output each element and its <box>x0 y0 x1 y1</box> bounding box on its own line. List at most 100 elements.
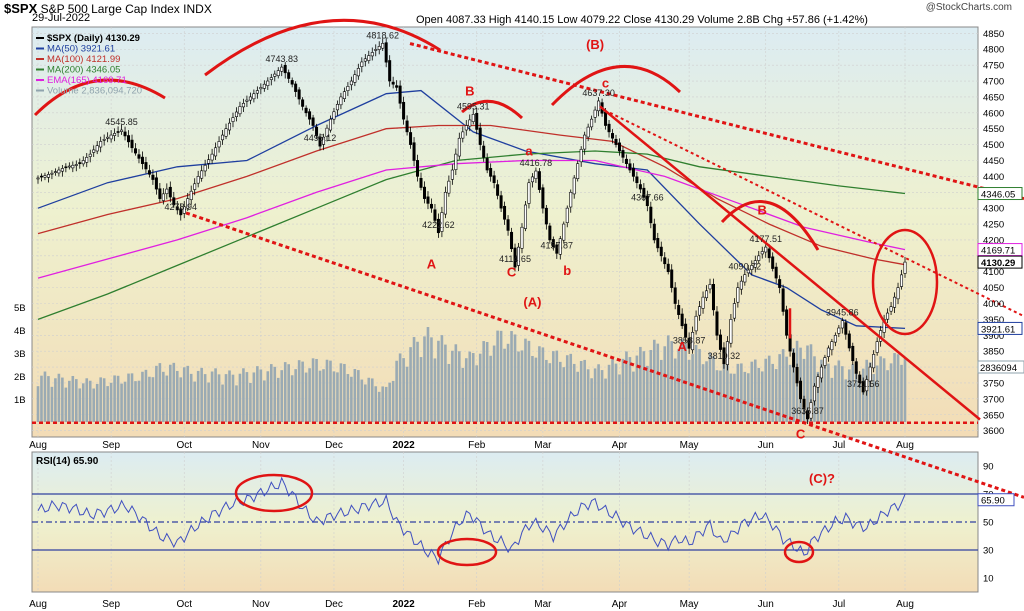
volume-bar <box>701 364 705 422</box>
candle-body <box>722 347 726 365</box>
wave-label: B <box>465 83 474 98</box>
candle-body <box>203 164 207 172</box>
volume-bar <box>217 374 221 422</box>
price-label: 3721.56 <box>847 379 880 389</box>
volume-bar <box>593 368 597 422</box>
volume-bar <box>447 363 451 422</box>
volume-bar <box>186 365 190 422</box>
volume-bar <box>625 351 628 422</box>
candle-body <box>809 402 813 419</box>
candle-body <box>774 266 778 279</box>
candle-body <box>443 191 447 215</box>
price-tick-label: 4500 <box>983 140 1004 151</box>
volume-bar <box>141 371 144 422</box>
candle-body <box>792 352 796 368</box>
price-tick-label: 4850 <box>983 29 1004 40</box>
volume-bar <box>747 373 750 422</box>
volume-bar <box>771 363 774 422</box>
upper-trendline <box>409 42 1024 201</box>
candle-body <box>760 251 764 255</box>
volume-bar <box>148 376 151 422</box>
rsi-x-tick-label: Oct <box>176 599 192 610</box>
volume-bar <box>238 373 242 422</box>
volume-bar <box>628 357 632 422</box>
candle-body <box>708 284 712 290</box>
wave-label: c <box>602 75 609 90</box>
candle-body <box>778 279 782 288</box>
volume-bar <box>235 385 238 422</box>
x-tick-label: Jul <box>832 440 845 451</box>
volume-bar <box>357 370 360 422</box>
candle-body <box>207 159 211 164</box>
candle-body <box>175 206 179 211</box>
rsi-tick-label: 90 <box>983 462 994 473</box>
arc-b-big <box>550 64 682 107</box>
price-tick-label: 4050 <box>983 283 1004 294</box>
arc-top-1 <box>33 78 166 117</box>
volume-bar <box>99 377 102 422</box>
candle-body <box>687 337 691 349</box>
candle-body <box>433 209 437 221</box>
volume-bar <box>419 357 423 422</box>
volume-bar <box>78 388 82 422</box>
rsi-x-tick-label: Jul <box>832 599 845 610</box>
candle-body <box>527 182 531 204</box>
volume-bar <box>569 353 573 422</box>
candle-body <box>833 334 837 343</box>
volume-bar <box>57 373 61 422</box>
price-label: 4090.72 <box>729 262 762 272</box>
candle-body <box>262 83 266 89</box>
volume-bar <box>868 362 872 422</box>
candle-body <box>530 176 534 183</box>
volume-bar <box>687 359 691 422</box>
volume-bar <box>231 374 235 422</box>
candle-body <box>426 196 430 204</box>
candle-body <box>854 361 858 374</box>
candle-body <box>718 334 722 350</box>
breakout-circle <box>871 228 939 336</box>
candle-body <box>43 175 47 178</box>
volume-bar <box>618 374 621 422</box>
candle-body <box>193 183 197 190</box>
volume-bar <box>854 368 858 422</box>
price-label: 3636.87 <box>791 406 824 416</box>
volume-bar <box>162 371 165 422</box>
mid-trendline <box>609 111 1024 318</box>
candle-body <box>405 120 409 133</box>
volume-bar <box>774 369 778 422</box>
candle-body <box>57 169 61 174</box>
volume-bar <box>764 358 768 422</box>
volume-bar <box>61 377 64 422</box>
volume-bar <box>228 370 231 422</box>
candle-body <box>649 206 653 224</box>
volume-bar <box>182 367 186 422</box>
candle-body <box>670 269 674 288</box>
volume-bar <box>666 335 670 422</box>
candle-body <box>200 170 204 179</box>
x-tick-label: Aug <box>29 440 47 451</box>
volume-bar <box>273 366 277 422</box>
candle-body <box>799 380 803 400</box>
candle-body <box>276 70 280 77</box>
candle-body <box>325 127 329 137</box>
candle-body <box>844 322 848 335</box>
candle-body <box>186 198 190 209</box>
volume-bar <box>81 383 85 422</box>
candle-body <box>893 296 897 308</box>
candle-body <box>297 89 301 100</box>
volume-bar <box>809 344 813 422</box>
candle-body <box>179 208 183 216</box>
volume-bar <box>889 363 893 422</box>
volume-bar <box>555 350 559 422</box>
price-tick-label: 3650 <box>983 410 1004 421</box>
candle-body <box>457 137 461 157</box>
candle-body <box>161 193 165 201</box>
candle-body <box>865 379 869 392</box>
volume-bar <box>120 383 123 422</box>
candle-body <box>234 111 238 117</box>
volume-bar <box>886 370 889 422</box>
candle-body <box>287 72 291 79</box>
volume-bar <box>155 365 158 422</box>
volume-bar <box>471 353 475 422</box>
candle-body <box>308 111 312 120</box>
